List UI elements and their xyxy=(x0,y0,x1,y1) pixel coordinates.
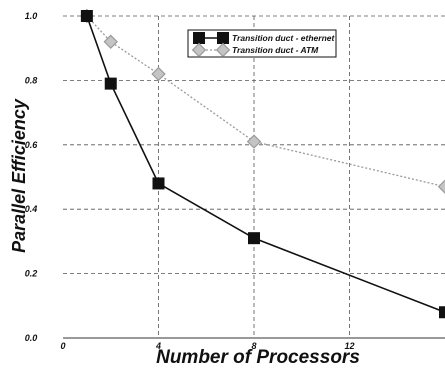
series-line-ethernet xyxy=(87,16,445,312)
data-point-atm xyxy=(248,135,261,148)
data-point-atm xyxy=(152,68,165,81)
data-point-ethernet xyxy=(105,78,117,90)
legend-label-ethernet: Transition duct - ethernet xyxy=(232,33,335,43)
data-point-atm xyxy=(439,180,445,193)
data-point-ethernet xyxy=(439,306,445,318)
y-tick-label: 1.0 xyxy=(25,11,38,21)
y-tick-label: 0.2 xyxy=(25,269,38,279)
y-tick-label: 0.0 xyxy=(25,333,38,343)
x-axis-title: Number of Processors xyxy=(156,347,360,368)
x-tick-label: 0 xyxy=(60,341,65,351)
tick-labels: 0.00.20.40.60.81.00 4 8 12 xyxy=(25,11,355,351)
data-point-ethernet xyxy=(81,10,93,22)
y-axis-title: Parallel Efficiency xyxy=(9,98,29,253)
legend-label-atm: Transition duct - ATM xyxy=(232,45,319,55)
y-tick-label: 0.8 xyxy=(25,75,38,85)
legend-marker-ethernet xyxy=(193,32,205,44)
data-point-ethernet xyxy=(248,232,260,244)
legend: Transition duct - ethernet Transition du… xyxy=(188,30,336,57)
legend-marker-ethernet xyxy=(217,32,229,44)
data-point-ethernet xyxy=(153,177,165,189)
